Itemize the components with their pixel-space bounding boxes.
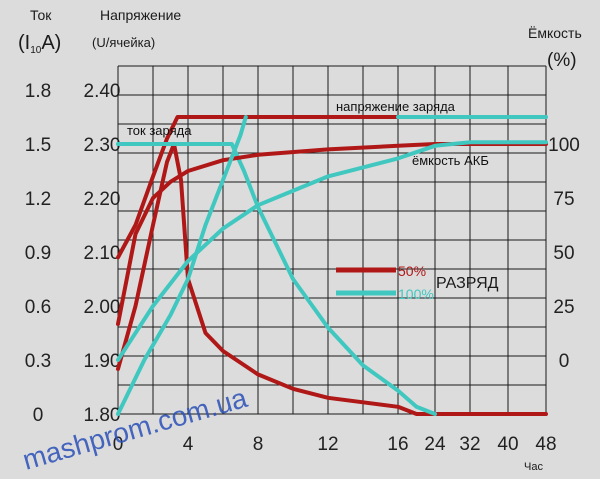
legend-label-50: 50% (398, 263, 426, 279)
voltage-tick-label: 2.20 (84, 189, 121, 210)
series-line-voltage-50 (116, 115, 400, 260)
current-tick-label: 0.6 (25, 297, 51, 318)
chart-grid (117, 65, 547, 415)
current-axis-unit: (I10A) (18, 32, 61, 56)
time-tick-label: 32 (459, 434, 480, 455)
voltage-tick-label: 1.80 (84, 405, 121, 426)
current-tick-label: 1.2 (25, 189, 51, 210)
time-axis-unit: Час (524, 461, 543, 473)
capacity-tick-label: 25 (553, 297, 574, 318)
discharge-legend: 50% 100% РАЗРЯД (336, 263, 499, 302)
voltage-tick-label: 2.40 (84, 81, 121, 102)
voltage-axis-title: Напряжение (100, 7, 181, 23)
capacity-tick-label: 75 (553, 189, 574, 210)
capacity-tick-label: 50 (553, 243, 574, 264)
current-tick-label: 0.9 (25, 243, 51, 264)
current-axis-ticks: 1.8 1.5 1.2 0.9 0.6 0.3 0 (25, 81, 51, 426)
capacity-tick-label: 0 (559, 351, 570, 372)
time-tick-label: 8 (253, 434, 264, 455)
time-axis-ticks: 0 4 8 12 16 24 32 40 48 (113, 434, 557, 455)
current-axis-title: Ток (30, 7, 52, 23)
current-tick-label: 0.3 (25, 351, 51, 372)
current-tick-label: 0 (33, 405, 44, 426)
voltage-tick-label: 2.30 (84, 135, 121, 156)
time-tick-label: 40 (497, 434, 518, 455)
series-line-current-50 (116, 142, 548, 416)
voltage-tick-label: 1.90 (84, 351, 121, 372)
capacity-tick-label: 100 (548, 135, 580, 156)
time-tick-label: 24 (424, 434, 446, 455)
series-layer (116, 115, 548, 416)
current-tick-label: 1.5 (25, 135, 51, 156)
voltage-axis-ticks: 2.40 2.30 2.20 2.10 2.00 1.90 1.80 (84, 81, 121, 426)
current-tick-label: 1.8 (25, 81, 51, 102)
time-tick-label: 16 (387, 434, 408, 455)
voltage-tick-label: 2.00 (84, 297, 121, 318)
voltage-axis-unit: (U/ячейка) (92, 35, 155, 50)
time-tick-label: 12 (317, 434, 338, 455)
time-tick-label: 4 (183, 434, 194, 455)
capacity-axis-title: Ёмкость (528, 25, 582, 41)
battery-capacity-label: ёмкость АКБ (412, 153, 489, 168)
capacity-axis-unit: (%) (547, 50, 577, 71)
time-tick-label: 48 (535, 434, 556, 455)
charge-current-label: ток заряда (127, 123, 192, 138)
charge-voltage-label: напряжение заряда (336, 99, 456, 114)
time-tick-label: 0 (113, 434, 124, 455)
capacity-axis-ticks: 100 75 50 25 0 (548, 135, 580, 372)
series-line-capacity-100-capacity (116, 140, 548, 362)
legend-title: РАЗРЯД (436, 275, 499, 292)
legend-label-100: 100% (398, 286, 434, 302)
voltage-tick-label: 2.10 (84, 243, 121, 264)
